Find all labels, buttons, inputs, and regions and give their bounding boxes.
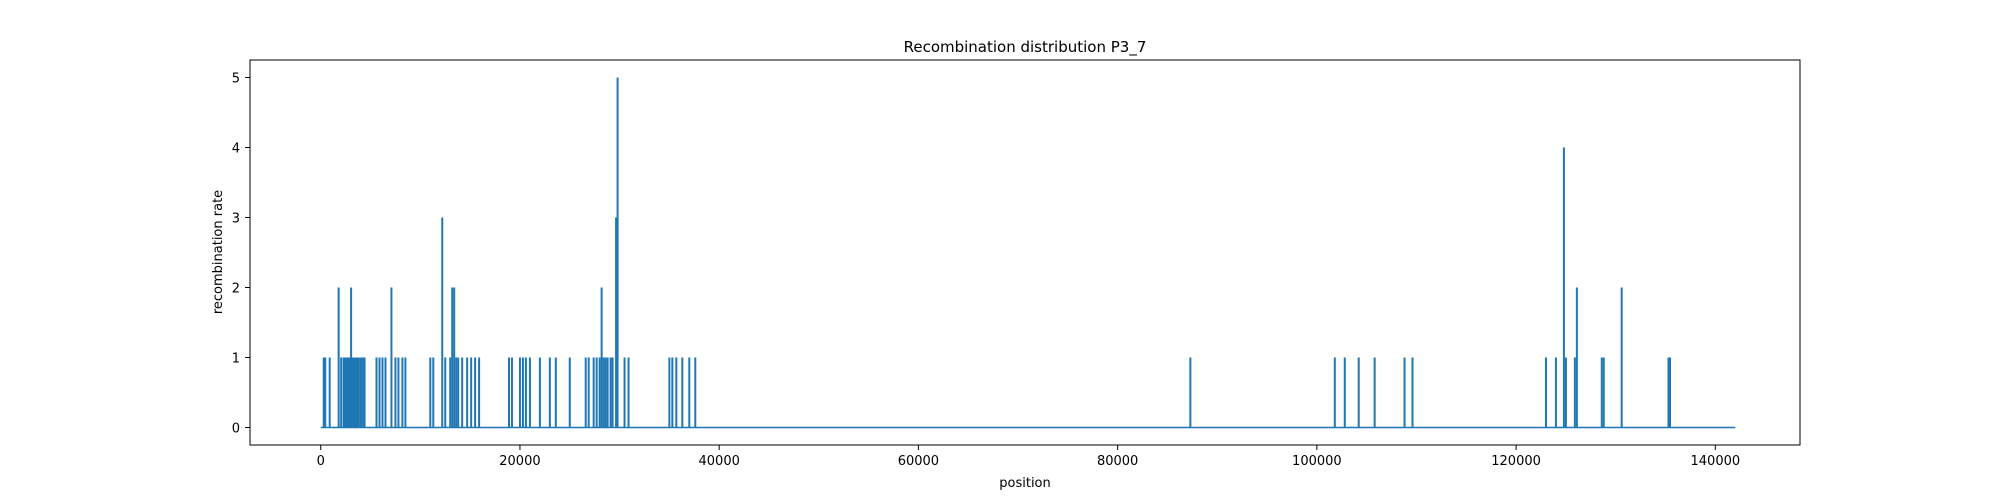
y-tick-label: 0 <box>232 422 240 437</box>
x-axis-label: position <box>999 476 1051 491</box>
y-tick-label: 5 <box>232 72 240 87</box>
x-tick-label: 100000 <box>1292 454 1342 469</box>
series-line-group <box>320 77 1736 429</box>
plot-frame <box>249 59 1801 446</box>
x-tick-label: 60000 <box>898 454 939 469</box>
x-tick-label: 140000 <box>1691 454 1741 469</box>
x-tick-label: 80000 <box>1097 454 1138 469</box>
plot-area <box>250 60 1800 445</box>
y-tick-label: 3 <box>232 212 240 227</box>
y-axis-label: recombination rate <box>211 190 226 314</box>
y-tick-label: 4 <box>232 142 240 157</box>
x-tick-label: 0 <box>317 454 325 469</box>
x-axis: 0 20000 40000 60000 80000 100000 120000 140000 <box>317 445 1741 469</box>
y-tick-label: 2 <box>232 282 240 297</box>
y-axis: 0 1 2 3 4 5 <box>232 72 250 437</box>
chart-title: Recombination distribution P3_7 <box>904 38 1147 57</box>
y-tick-label: 1 <box>232 352 240 367</box>
x-tick-label: 20000 <box>499 454 540 469</box>
x-tick-label: 40000 <box>699 454 740 469</box>
x-tick-label: 120000 <box>1491 454 1541 469</box>
